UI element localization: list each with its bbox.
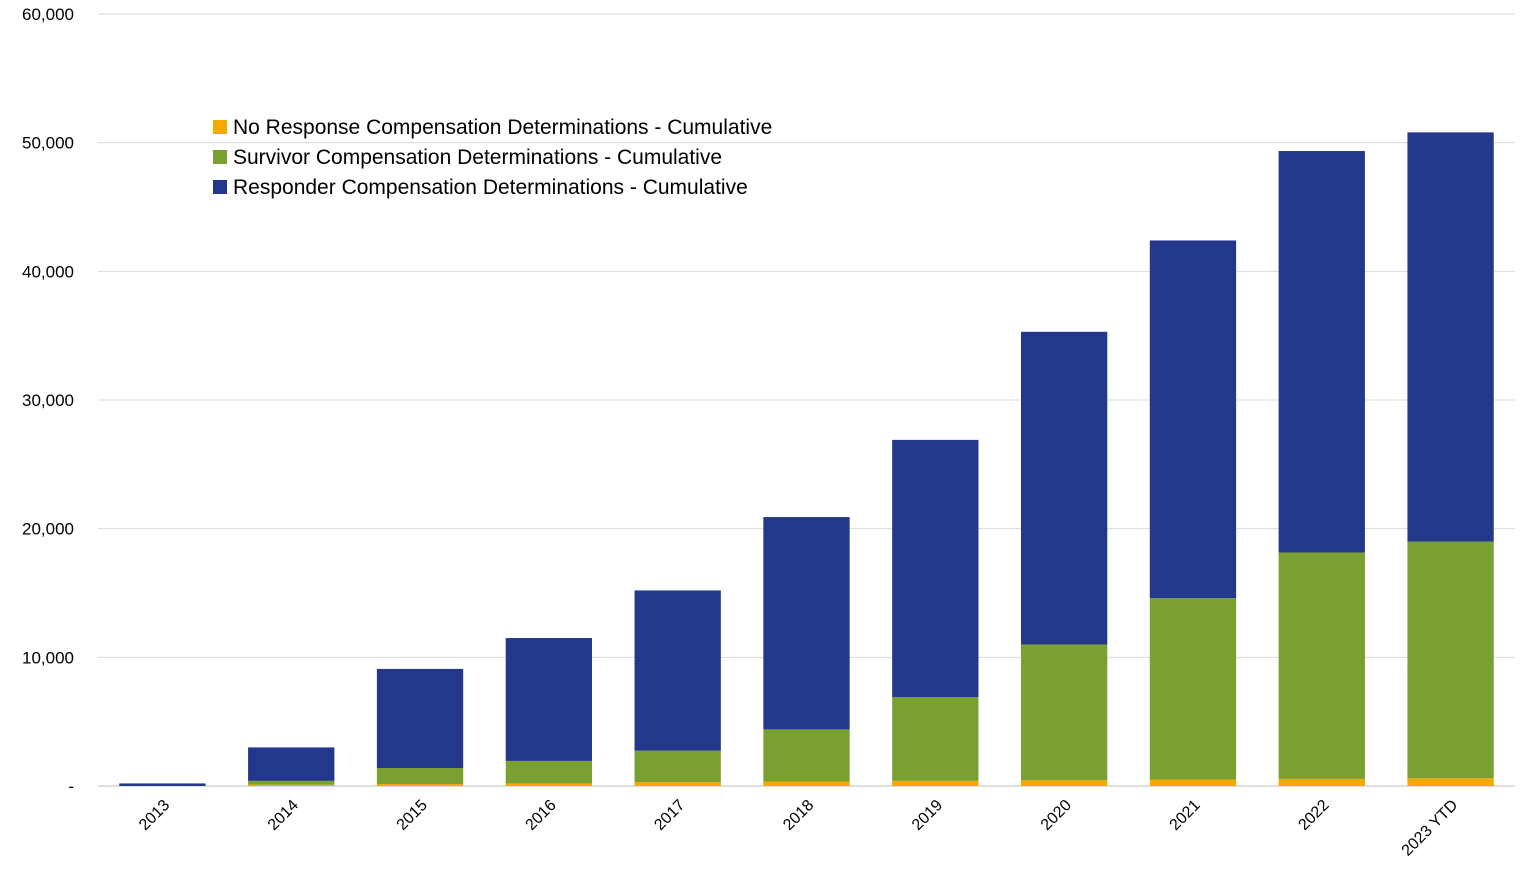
bar-segment-series-0 [505, 783, 593, 786]
bar-stack [763, 517, 850, 786]
bar-stack [1020, 331, 1108, 786]
y-tick-label: 40,000 [22, 262, 74, 281]
bar-segment-series-0 [1020, 780, 1108, 786]
legend-swatch [213, 180, 227, 194]
bar-segment-series-2 [119, 783, 206, 786]
y-tick-label: - [68, 777, 74, 796]
bar-segment-series-0 [763, 781, 850, 786]
x-tick-label: 2016 [523, 797, 560, 834]
x-tick-label: 2015 [394, 797, 431, 834]
x-tick-label: 2022 [1295, 797, 1332, 834]
x-tick-label: 2020 [1038, 797, 1075, 834]
bar-segment-series-1 [505, 760, 593, 784]
bar-segment-series-0 [1278, 778, 1365, 786]
x-tick-label: 2017 [651, 797, 688, 834]
bars [119, 132, 1494, 786]
bar-stack [1278, 151, 1365, 786]
bar-stack [1149, 240, 1237, 786]
bar-segment-series-2 [248, 747, 335, 781]
bar-stack [634, 590, 721, 786]
x-tick-label: 2021 [1167, 797, 1204, 834]
bar-segment-series-2 [892, 439, 979, 698]
bar-stack [505, 638, 593, 786]
legend-label: No Response Compensation Determinations … [233, 116, 772, 139]
legend-item: No Response Compensation Determinations … [213, 116, 772, 139]
bar-segment-series-1 [892, 697, 979, 781]
legend-item: Responder Compensation Determinations - … [213, 176, 748, 199]
x-tick-label: 2014 [265, 797, 302, 834]
legend-item: Survivor Compensation Determinations - C… [213, 146, 722, 169]
bar-segment-series-1 [1020, 644, 1108, 781]
y-tick-label: 60,000 [22, 5, 74, 24]
bar-segment-series-2 [1020, 331, 1108, 645]
bar-segment-series-0 [892, 780, 979, 786]
bar-segment-series-1 [376, 767, 464, 785]
bar-segment-series-2 [1278, 151, 1365, 553]
bar-stack [1407, 132, 1494, 786]
bar-segment-series-1 [1149, 598, 1237, 780]
bar-segment-series-0 [1407, 778, 1494, 786]
y-tick-label: 50,000 [22, 134, 74, 153]
bar-segment-series-2 [505, 638, 593, 761]
legend-swatch [213, 120, 227, 134]
x-tick-label: 2019 [909, 797, 946, 834]
legend-swatch [213, 150, 227, 164]
bar-segment-series-0 [634, 782, 721, 786]
bar-segment-series-0 [248, 784, 335, 786]
bar-segment-series-1 [1407, 541, 1494, 779]
bar-stack [248, 747, 335, 786]
y-tick-label: 20,000 [22, 520, 74, 539]
bar-segment-series-2 [376, 668, 464, 768]
y-tick-label: 10,000 [22, 648, 74, 667]
x-tick-label: 2013 [136, 797, 173, 834]
y-tick-label: 30,000 [22, 391, 74, 410]
bar-segment-series-0 [376, 784, 464, 786]
bar-segment-series-1 [248, 780, 335, 785]
legend-label: Survivor Compensation Determinations - C… [233, 146, 722, 169]
bar-segment-series-1 [634, 750, 721, 783]
y-axis: - 10,000 20,000 30,000 40,000 50,000 60,000 [22, 5, 74, 796]
bar-segment-series-1 [763, 729, 850, 782]
bar-segment-series-2 [634, 590, 721, 751]
bar-segment-series-2 [1407, 132, 1494, 542]
x-tick-label: 2023 YTD [1399, 797, 1462, 860]
x-tick-label: 2018 [780, 797, 817, 834]
bar-stack [376, 668, 464, 786]
bar-segment-series-1 [1278, 552, 1365, 779]
bar-stack [119, 783, 206, 786]
legend-label: Responder Compensation Determinations - … [233, 176, 748, 199]
bar-segment-series-2 [1149, 240, 1237, 599]
bar-segment-series-2 [763, 517, 850, 730]
x-axis: 2013 2014 2015 2016 2017 2018 2019 2020 2021 2022… [136, 797, 1461, 860]
bar-stack [892, 439, 979, 786]
legend: No Response Compensation Determinations … [213, 116, 772, 199]
bar-segment-series-0 [1149, 779, 1237, 786]
